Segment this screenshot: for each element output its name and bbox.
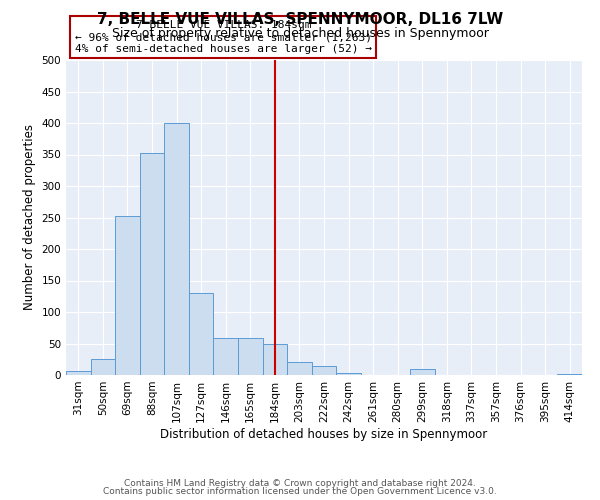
Bar [140,152,164,375]
Text: 7 BELLE VUE VILLAS: 184sqm
← 96% of detached houses are smaller (1,263)
4% of se: 7 BELLE VUE VILLAS: 184sqm ← 96% of deta… [75,20,372,54]
Text: Contains HM Land Registry data © Crown copyright and database right 2024.: Contains HM Land Registry data © Crown c… [124,478,476,488]
Bar [189,293,214,375]
Bar [263,344,287,375]
Bar [214,338,238,375]
Bar [238,338,263,375]
Bar [557,374,582,375]
X-axis label: Distribution of detached houses by size in Spennymoor: Distribution of detached houses by size … [160,428,488,440]
Y-axis label: Number of detached properties: Number of detached properties [23,124,36,310]
Bar [287,362,312,375]
Bar [66,370,91,375]
Bar [91,359,115,375]
Bar [410,368,434,375]
Bar [312,366,336,375]
Bar [336,373,361,375]
Bar [164,123,189,375]
Text: 7, BELLE VUE VILLAS, SPENNYMOOR, DL16 7LW: 7, BELLE VUE VILLAS, SPENNYMOOR, DL16 7L… [97,12,503,28]
Text: Size of property relative to detached houses in Spennymoor: Size of property relative to detached ho… [112,28,488,40]
Bar [115,216,140,375]
Text: Contains public sector information licensed under the Open Government Licence v3: Contains public sector information licen… [103,487,497,496]
